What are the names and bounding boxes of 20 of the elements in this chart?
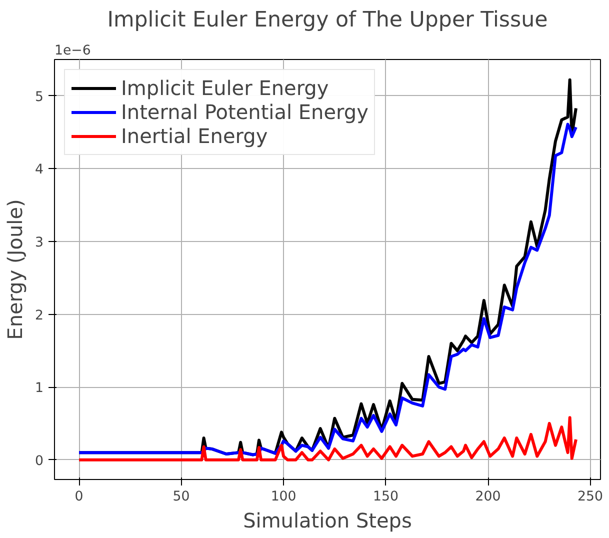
line-series [78, 416, 578, 462]
y-tick-label: 2 [35, 308, 44, 324]
x-tick-label: 250 [578, 490, 604, 504]
legend-label: Implicit Euler Energy [121, 76, 329, 100]
x-tick-label: 0 [74, 490, 84, 504]
x-tick-label: 200 [475, 490, 501, 504]
chart-title: Implicit Euler Energy of The Upper Tissue [107, 8, 548, 32]
x-tick-label: 150 [373, 490, 399, 504]
x-tick-label: 100 [270, 490, 296, 504]
y-axis-title: Energy (Joule) [3, 199, 28, 340]
y-tick-label: 0 [35, 454, 44, 469]
legend-label: Inertial Energy [121, 124, 268, 148]
y-tick-label: 4 [35, 162, 44, 178]
legend-label: Internal Potential Energy [121, 100, 368, 124]
y-tick-label: 1 [35, 381, 44, 396]
y-tick-label: 3 [35, 235, 44, 250]
text: 1e−6 [54, 44, 91, 58]
y-tick-label: 5 [35, 90, 44, 105]
x-axis-title: Simulation Steps [243, 508, 412, 532]
x-tick-label: 50 [172, 490, 190, 504]
